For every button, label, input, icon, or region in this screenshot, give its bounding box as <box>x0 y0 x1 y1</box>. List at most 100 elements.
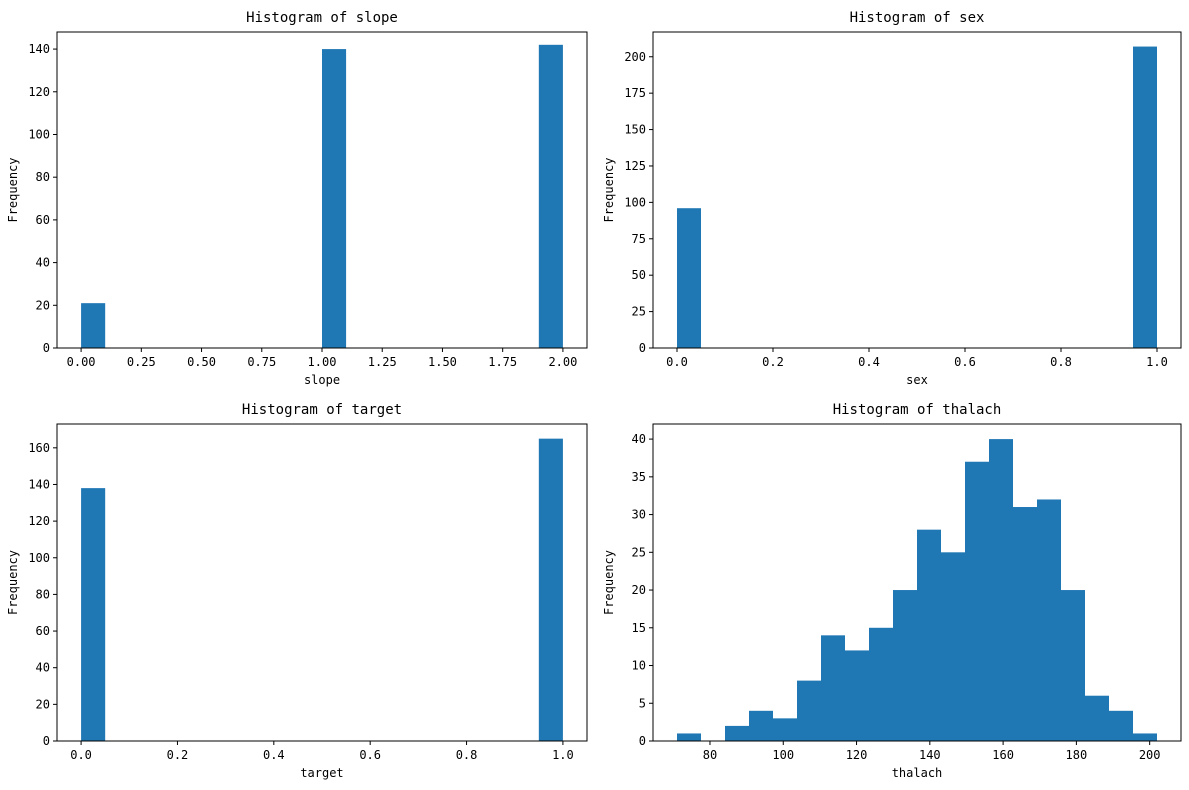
y-axis-label: Frequency <box>602 550 616 615</box>
histogram-bar <box>1133 733 1157 741</box>
x-tick-label: 1.25 <box>368 355 397 369</box>
y-tick-label: 0 <box>639 734 646 748</box>
y-axis-label: Frequency <box>6 157 20 222</box>
y-tick-label: 40 <box>36 661 50 675</box>
x-tick-label: 140 <box>919 748 941 762</box>
x-tick-label: 1.50 <box>428 355 457 369</box>
plot-frame <box>652 31 1182 349</box>
y-tick-label: 175 <box>624 86 646 100</box>
y-tick-label: 35 <box>632 470 646 484</box>
y-tick-label: 10 <box>632 659 646 673</box>
y-axis-label: Frequency <box>6 550 20 615</box>
x-tick-label: 100 <box>772 748 794 762</box>
chart-panel: 0.0 0.2 0.4 0.6 0.8 1.0 0 25 50 75 100 125 150 175 200… <box>602 10 1182 387</box>
y-tick-label: 140 <box>28 477 50 491</box>
y-axis-label: Frequency <box>602 157 616 222</box>
y-tick-label: 80 <box>36 170 50 184</box>
x-axis-label: target <box>300 766 343 780</box>
chart-panel: 0.0 0.2 0.4 0.6 0.8 1.0 0 20 40 60 80 100 120 140 160 H… <box>6 402 588 780</box>
x-tick-label: 0.75 <box>247 355 276 369</box>
x-tick-label: 0.0 <box>666 355 688 369</box>
y-tick-label: 40 <box>632 432 646 446</box>
histogram-bar <box>749 710 773 741</box>
x-tick-label: 120 <box>846 748 868 762</box>
histogram-bar <box>1013 507 1037 741</box>
y-tick-label: 20 <box>36 298 50 312</box>
x-tick-label: 0.00 <box>67 355 96 369</box>
y-tick-label: 40 <box>36 256 50 270</box>
histogram-bar <box>677 208 701 348</box>
histogram-bar <box>322 49 347 348</box>
x-tick-label: 0.4 <box>263 748 285 762</box>
y-tick-label: 0 <box>639 341 646 355</box>
y-tick-label: 125 <box>624 159 646 173</box>
y-tick-label: 160 <box>28 441 50 455</box>
x-tick-label: 0.2 <box>762 355 784 369</box>
x-tick-label: 0.0 <box>70 748 92 762</box>
histogram-bar <box>1133 46 1157 349</box>
plot-frame <box>56 423 588 742</box>
x-tick-label: 0.50 <box>187 355 216 369</box>
x-tick-label: 180 <box>1066 748 1088 762</box>
x-tick-label: 160 <box>992 748 1014 762</box>
histogram-bar <box>773 718 797 741</box>
y-tick-label: 20 <box>632 583 646 597</box>
y-tick-label: 80 <box>36 587 50 601</box>
histogram-bar <box>538 44 563 348</box>
y-tick-label: 120 <box>28 85 50 99</box>
x-tick-label: 1.00 <box>308 355 337 369</box>
histogram-bar <box>1037 499 1061 741</box>
histogram-bar <box>81 488 106 741</box>
x-tick-label: 0.2 <box>167 748 189 762</box>
y-tick-label: 150 <box>624 123 646 137</box>
histogram-bar <box>965 461 989 741</box>
chart-panel: 80 100 120 140 160 180 200 0 5 10 15 20 25 30 35 40 Hist… <box>602 402 1182 780</box>
y-tick-label: 200 <box>624 50 646 64</box>
y-tick-label: 100 <box>28 127 50 141</box>
histogram-bar <box>81 303 106 348</box>
x-tick-label: 200 <box>1139 748 1161 762</box>
chart-title: Histogram of sex <box>850 10 985 26</box>
y-tick-label: 100 <box>28 551 50 565</box>
x-tick-label: 1.75 <box>488 355 517 369</box>
chart-title: Histogram of thalach <box>833 402 1002 418</box>
x-tick-label: 0.8 <box>1050 355 1072 369</box>
histogram-bar <box>941 552 965 741</box>
y-tick-label: 25 <box>632 545 646 559</box>
y-tick-label: 120 <box>28 514 50 528</box>
x-tick-label: 0.25 <box>127 355 156 369</box>
y-tick-label: 75 <box>632 232 646 246</box>
chart-panel: 0.00 0.25 0.50 0.75 1.00 1.25 1.50 1.75 2.00 0 20 4… <box>6 10 588 387</box>
x-tick-label: 0.4 <box>858 355 880 369</box>
chart-title: Histogram of target <box>242 402 402 418</box>
x-tick-label: 1.0 <box>552 748 574 762</box>
histogram-bar <box>797 680 821 741</box>
y-tick-label: 5 <box>639 696 646 710</box>
x-axis-label: slope <box>304 373 340 387</box>
y-tick-label: 60 <box>36 624 50 638</box>
histogram-bar <box>893 590 917 741</box>
histogram-bar <box>989 439 1013 741</box>
histogram-bar <box>821 635 845 741</box>
histogram-bar <box>917 529 941 741</box>
histogram-bar <box>1085 695 1109 741</box>
histogram-bar <box>677 733 701 741</box>
y-tick-label: 15 <box>632 621 646 635</box>
histogram-bar <box>869 627 893 741</box>
y-tick-label: 25 <box>632 305 646 319</box>
plot-frame <box>652 423 1182 742</box>
x-tick-label: 1.0 <box>1146 355 1168 369</box>
y-tick-label: 20 <box>36 697 50 711</box>
chart-title: Histogram of slope <box>246 10 398 26</box>
histogram-bar <box>1061 590 1085 741</box>
y-tick-label: 0 <box>43 734 50 748</box>
y-tick-label: 100 <box>624 195 646 209</box>
y-tick-label: 50 <box>632 268 646 282</box>
x-axis-label: thalach <box>892 766 943 780</box>
x-tick-label: 0.6 <box>359 748 381 762</box>
x-tick-label: 80 <box>703 748 717 762</box>
x-axis-label: sex <box>906 373 928 387</box>
histogram-bar <box>1109 710 1133 741</box>
histogram-bar <box>845 650 869 741</box>
